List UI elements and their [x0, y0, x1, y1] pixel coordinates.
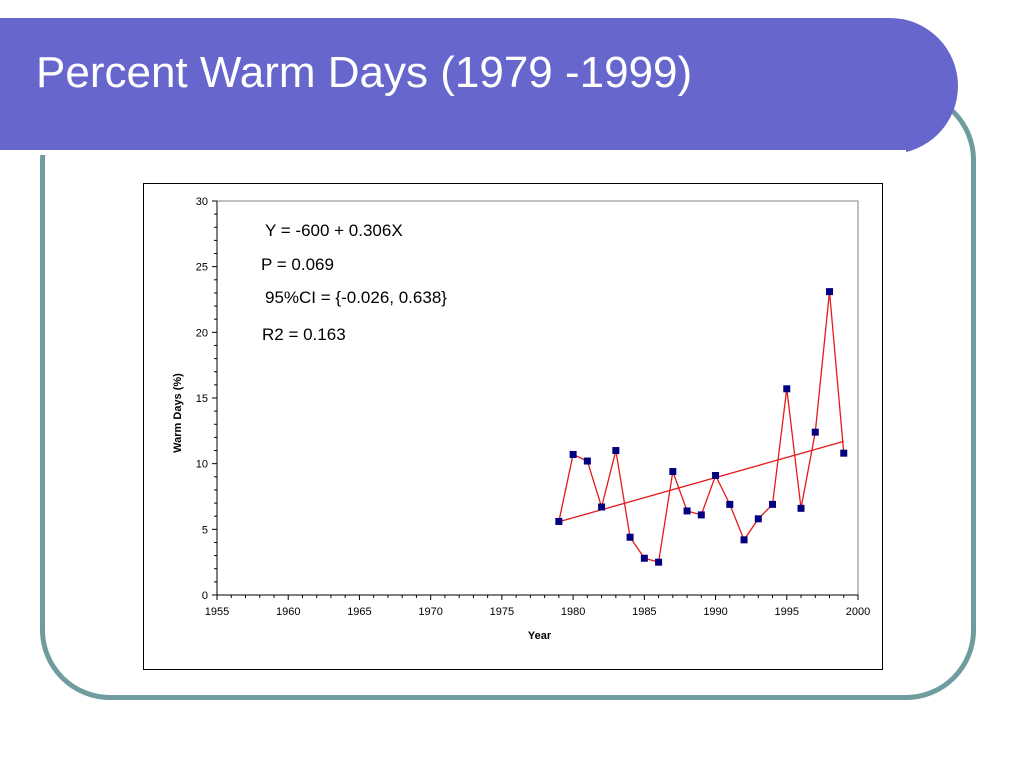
title-underline: [0, 150, 906, 155]
data-point: [769, 500, 777, 508]
data-point: [569, 450, 577, 458]
title-banner: [0, 18, 958, 155]
data-point: [555, 517, 563, 525]
y-tick-label: 0: [202, 590, 208, 602]
x-tick-label: 1990: [703, 606, 727, 618]
data-point: [726, 500, 734, 508]
data-point: [612, 447, 620, 455]
chart-area: 0 5 10 15 20 25 30 1955 1960 1965 1970 1975 1980 1985…: [143, 183, 883, 670]
data-point: [783, 385, 791, 393]
y-tick-label: 10: [196, 459, 208, 471]
x-tick-label: 1975: [490, 606, 514, 618]
trend-line: [558, 440, 844, 523]
y-tick-label: 25: [196, 262, 208, 274]
data-point: [655, 558, 663, 566]
x-tick-label: 1960: [276, 606, 300, 618]
y-tick-label: 15: [196, 393, 208, 405]
annotation-ci: 95%CI = {-0.026, 0.638}: [265, 288, 447, 307]
data-point: [811, 428, 819, 436]
x-tick-label: 1985: [632, 606, 656, 618]
data-point: [583, 457, 591, 465]
y-tick-label: 20: [196, 327, 208, 339]
data-point: [697, 511, 705, 519]
x-tick-label: 1970: [418, 606, 442, 618]
x-tick-label: 1965: [347, 606, 371, 618]
data-point: [598, 503, 606, 511]
annotation-equation: Y = -600 + 0.306X: [265, 221, 403, 240]
y-tick-label: 30: [196, 196, 208, 208]
data-point: [740, 536, 748, 544]
data-point: [683, 507, 691, 515]
warm-days-chart: 0 5 10 15 20 25 30 1955 1960 1965 1970 1975 1980 1985…: [172, 196, 870, 642]
series-line: [558, 291, 845, 563]
y-tick-label: 5: [202, 524, 208, 536]
data-point: [826, 288, 834, 296]
data-point: [754, 515, 762, 523]
x-tick-label: 1955: [205, 606, 229, 618]
y-axis-label: Warm Days (%): [172, 373, 184, 453]
x-axis-label: Year: [528, 630, 552, 642]
x-tick-label: 1980: [561, 606, 585, 618]
data-point: [840, 449, 848, 457]
data-point: [797, 504, 805, 512]
data-point: [712, 471, 720, 479]
x-tick-label: 1995: [775, 606, 799, 618]
annotation-r2: R2 = 0.163: [262, 325, 346, 344]
data-point: [669, 468, 677, 476]
slide-title: Percent Warm Days (1979 -1999): [36, 48, 693, 97]
data-point: [626, 533, 634, 541]
x-tick-label: 2000: [846, 606, 870, 618]
annotation-p-value: P = 0.069: [261, 255, 334, 274]
data-point: [640, 554, 648, 562]
